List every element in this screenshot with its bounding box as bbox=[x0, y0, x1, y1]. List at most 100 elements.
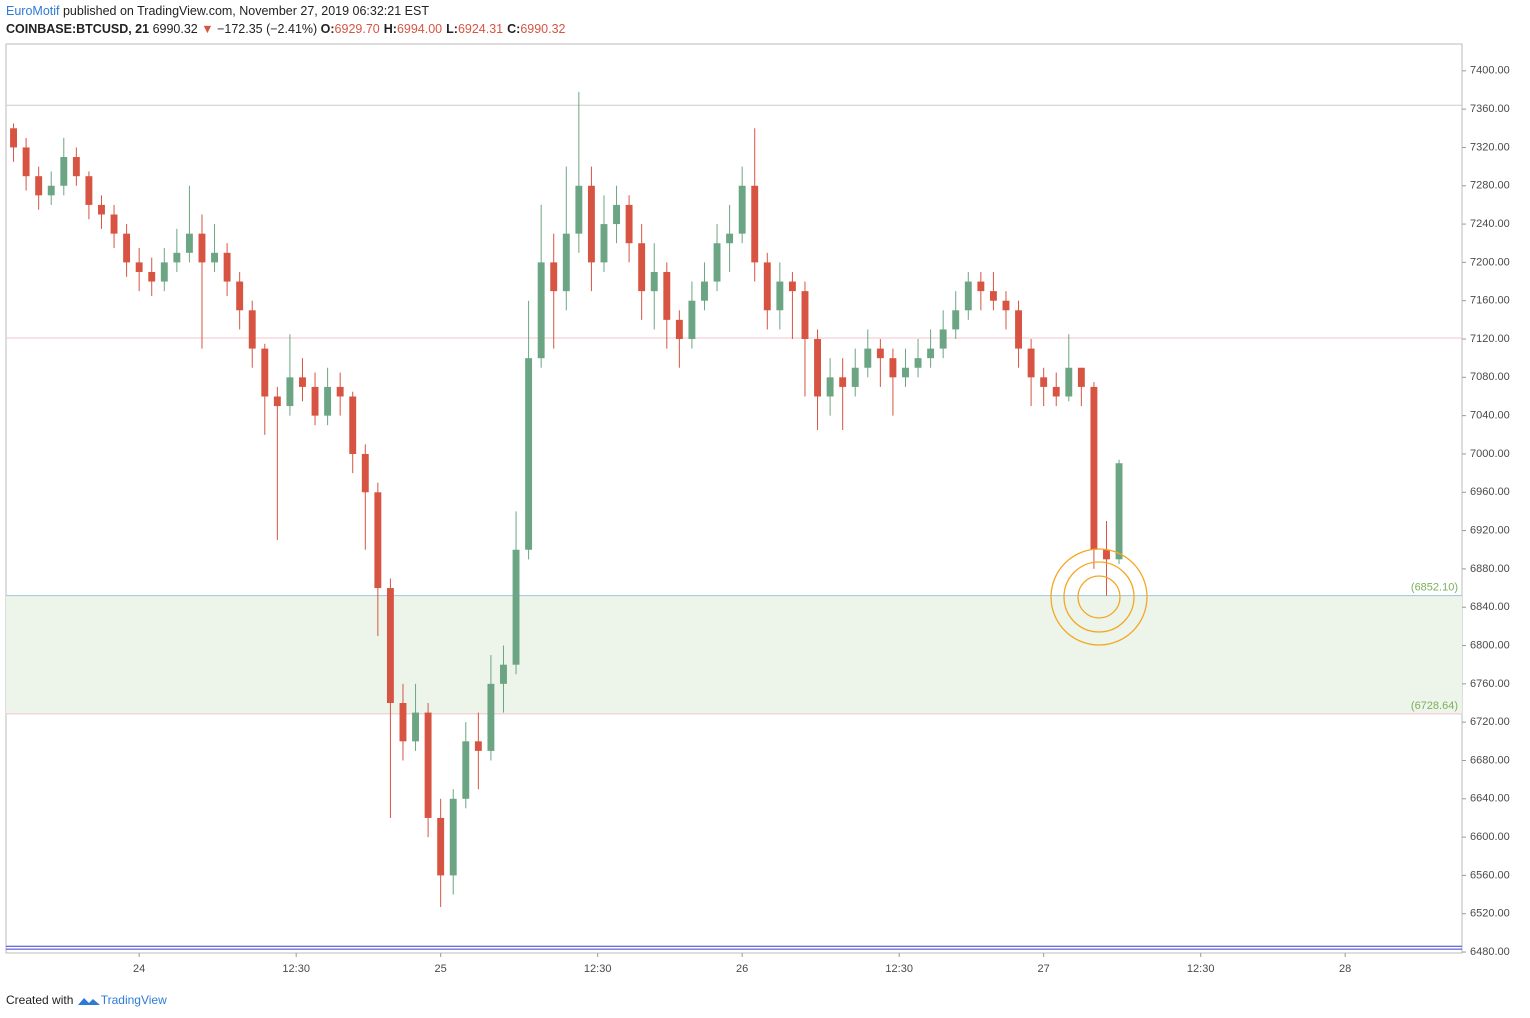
y-tick-label: 7160.00 bbox=[1470, 295, 1510, 307]
candle-body bbox=[47, 185, 55, 196]
symbol: COINBASE:BTCUSD, 21 bbox=[6, 22, 150, 36]
candle-body bbox=[776, 281, 784, 311]
candle-body bbox=[512, 549, 520, 665]
candle-body bbox=[437, 817, 445, 876]
candle-body bbox=[1052, 386, 1060, 397]
candle-body bbox=[613, 204, 620, 225]
candle-body bbox=[977, 281, 985, 292]
candle-body bbox=[989, 291, 997, 301]
y-tick-label: 6600.00 bbox=[1470, 831, 1510, 843]
candle-body bbox=[110, 214, 118, 234]
candle-body bbox=[72, 157, 80, 177]
y-tick-label: 6760.00 bbox=[1470, 678, 1510, 690]
candle-body bbox=[562, 233, 570, 292]
candle-body bbox=[60, 157, 68, 186]
y-tick-label: 6800.00 bbox=[1470, 639, 1510, 651]
y-tick-label: 7280.00 bbox=[1470, 180, 1510, 192]
candle-body bbox=[160, 262, 168, 282]
candle-body bbox=[22, 147, 30, 177]
candle-body bbox=[1103, 549, 1110, 560]
candle-body bbox=[198, 233, 206, 263]
y-tick-label: 7360.00 bbox=[1470, 103, 1510, 115]
candle-body bbox=[525, 358, 533, 550]
candle-body bbox=[412, 712, 419, 742]
change: −172.35 (−2.41%) bbox=[217, 22, 318, 36]
candle-body bbox=[474, 741, 482, 751]
ohlc-value: 6994.00 bbox=[396, 22, 443, 36]
candle-body bbox=[675, 319, 683, 340]
candle-body bbox=[650, 271, 658, 292]
x-tick-label: 26 bbox=[736, 963, 748, 975]
x-tick-label: 28 bbox=[1339, 963, 1351, 975]
candle-body bbox=[550, 262, 558, 292]
x-tick-label: 12:30 bbox=[885, 963, 913, 975]
circle-annotation bbox=[1050, 548, 1148, 646]
candle-body bbox=[876, 348, 884, 359]
candle-body bbox=[663, 271, 671, 320]
candle-body bbox=[1040, 377, 1048, 387]
candle-body bbox=[713, 243, 721, 282]
candle-body bbox=[638, 243, 646, 292]
circle bbox=[1063, 561, 1135, 633]
candle-body bbox=[600, 224, 608, 263]
candle-body bbox=[625, 204, 633, 244]
y-tick-label: 6720.00 bbox=[1470, 716, 1510, 728]
y-tick-label: 6560.00 bbox=[1470, 869, 1510, 881]
y-tick-label: 7000.00 bbox=[1470, 448, 1510, 460]
ohlc-value: 6990.32 bbox=[520, 22, 566, 36]
header-line-1: EuroMotif published on TradingView.com, … bbox=[6, 4, 429, 18]
candle-body bbox=[248, 310, 256, 349]
candle-body bbox=[587, 185, 595, 263]
candle-body bbox=[399, 703, 407, 742]
candle-body bbox=[500, 664, 507, 684]
candle-body bbox=[826, 377, 834, 397]
candle-body bbox=[374, 492, 382, 589]
y-tick-label: 6920.00 bbox=[1470, 524, 1510, 536]
created: Created with bbox=[6, 993, 74, 1007]
candle-body bbox=[361, 453, 369, 493]
candle-body bbox=[902, 367, 909, 378]
last: 6990.32 bbox=[152, 22, 198, 36]
candle-body bbox=[98, 204, 105, 215]
candle-body bbox=[173, 252, 181, 263]
brand: TradingView bbox=[100, 993, 167, 1007]
candle-body bbox=[85, 176, 93, 205]
published: published on TradingView.com, November 2… bbox=[62, 4, 429, 18]
candle-body bbox=[788, 281, 796, 292]
ohlc: O:6929.70 H:6994.00 L:6924.31 C:6990.32 bbox=[321, 22, 570, 36]
candle-body bbox=[889, 358, 897, 378]
candle-body bbox=[462, 741, 470, 799]
candle-body bbox=[738, 185, 746, 234]
candle-body bbox=[424, 712, 432, 818]
ohlc-label: H: bbox=[383, 22, 397, 36]
y-tick-label: 6480.00 bbox=[1470, 946, 1510, 958]
candle-body bbox=[763, 262, 771, 311]
plot-frame bbox=[5, 43, 1463, 954]
x-tick-label: 24 bbox=[133, 963, 145, 975]
publisher: EuroMotif bbox=[6, 4, 60, 18]
candle-body bbox=[839, 377, 847, 387]
candle-body bbox=[1015, 310, 1022, 349]
x-tick-label: 27 bbox=[1038, 963, 1050, 975]
candle-body bbox=[537, 262, 545, 359]
candle-body bbox=[1077, 367, 1085, 387]
y-tick-label: 6880.00 bbox=[1470, 563, 1510, 575]
y-tick-label: 6640.00 bbox=[1470, 793, 1510, 805]
header-line-2: COINBASE:BTCUSD, 21 6990.32 ▼ −172.35 (−… bbox=[6, 22, 570, 36]
candle-body bbox=[10, 128, 17, 148]
y-tick-label: 7400.00 bbox=[1470, 65, 1510, 77]
ohlc-label: O: bbox=[320, 22, 335, 36]
candle-body bbox=[35, 176, 43, 196]
x-tick-label: 25 bbox=[435, 963, 447, 975]
ohlc-value: 6929.70 bbox=[334, 22, 380, 36]
x-tick-label: 12:30 bbox=[1187, 963, 1215, 975]
candle-body bbox=[299, 377, 306, 387]
candle-body bbox=[814, 339, 821, 397]
x-tick-label: 12:30 bbox=[584, 963, 612, 975]
candle-body bbox=[964, 281, 972, 311]
y-tick-label: 7240.00 bbox=[1470, 218, 1510, 230]
candle-body bbox=[223, 252, 231, 282]
candle-body bbox=[148, 271, 156, 282]
